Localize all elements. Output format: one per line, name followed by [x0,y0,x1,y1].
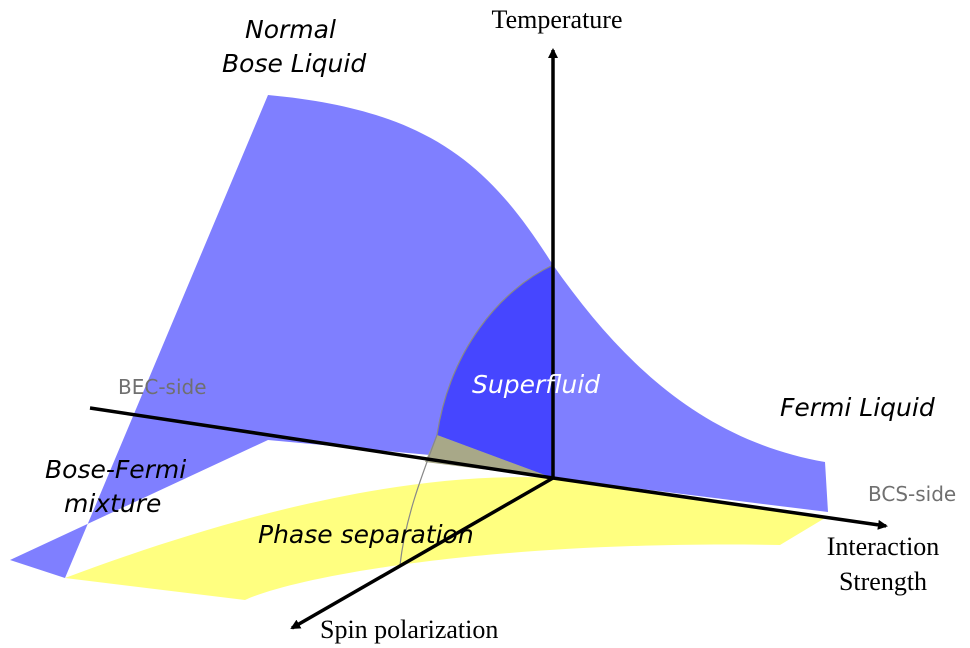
temperature-label: Temperature [492,5,623,34]
bose-fermi-label: mixture [64,489,161,518]
fermi-liquid-label: Fermi Liquid [780,393,935,422]
normal-label: Bose Liquid [222,49,366,78]
bcs-side-label: BCS-side [868,482,956,506]
mixed-region [425,435,553,478]
bose-fermi-label: Bose-Fermi [45,455,186,484]
boundary-curve [399,264,554,566]
superfluid-region [437,265,553,478]
bec-axis [89,406,554,480]
interaction-axis [552,476,888,530]
interaction-label: Strength [839,567,927,596]
spin-axis [290,476,554,630]
spin-label: Spin polarization [320,615,498,644]
interaction-label: Interaction [827,532,940,561]
superfluid-label: Superfluid [472,370,600,399]
normal-label: Normal [245,15,336,44]
normal-surface [10,95,828,578]
bec-side-label: BEC-side [118,375,207,399]
phase-separation-label: Phase separation [258,520,474,549]
